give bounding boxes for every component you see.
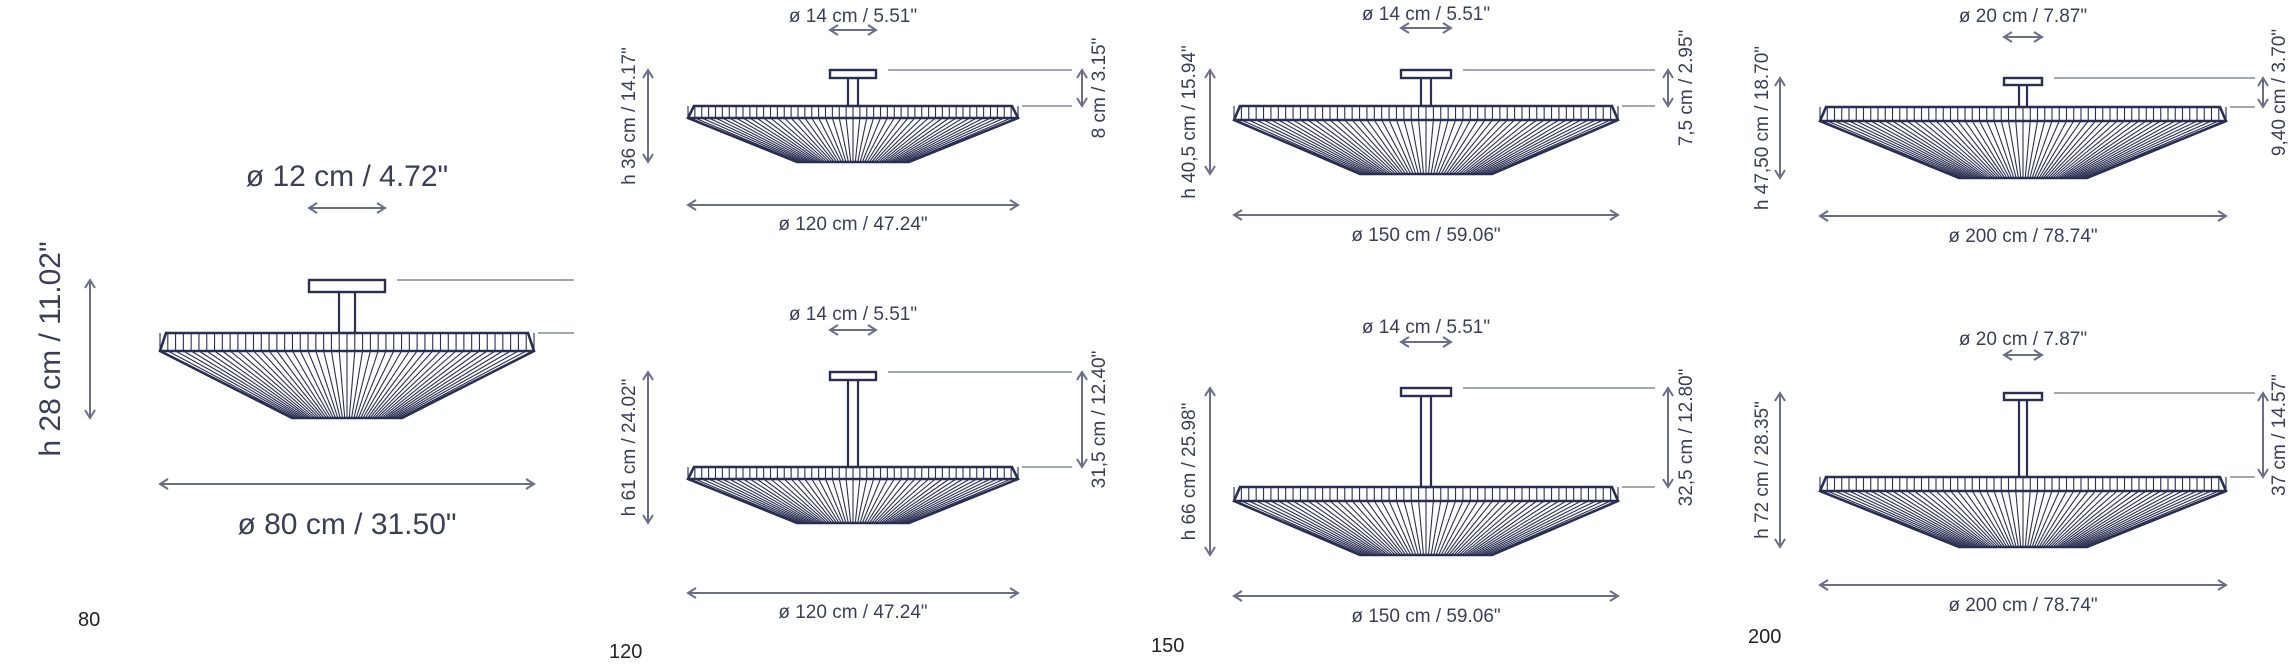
canopy-diameter-label: ø 12 cm / 4.72": [246, 160, 448, 193]
shade-diameter-label: ø 150 cm / 59.06": [1351, 225, 1500, 246]
drop-label: 37 cm / 14.57": [2269, 374, 2290, 496]
shade-ribs: [1233, 487, 1619, 556]
shade-diameter-label: ø 120 cm / 47.24": [778, 214, 927, 235]
drop-label: 7,5 cm / 2.95": [1676, 30, 1697, 147]
shade-diameter-arrow: [158, 478, 536, 490]
shade-diameter-arrow: [1818, 579, 2228, 591]
lamp-drawing-4: ø 14 cm / 5.51" ø 150 cm / 59.06" h 66 cm …: [1179, 317, 1697, 627]
shade-ribs: [687, 467, 1019, 524]
canopy-diameter-arrow: [2002, 349, 2044, 361]
shade-diameter-label: ø 120 cm / 47.24": [778, 602, 927, 623]
height-label: h 28 cm / 11.02": [34, 241, 67, 456]
lamp-stem: [2017, 83, 2029, 109]
lamp-drawing-6: ø 20 cm / 7.87" ø 200 cm / 78.74" h 72 cm …: [1752, 329, 2290, 616]
canopy-diameter-label: ø 14 cm / 5.51": [789, 6, 917, 27]
model-label-150: 150: [1151, 635, 1184, 657]
canopy-diameter-label: ø 20 cm / 7.87": [1959, 329, 2087, 350]
shade-diameter-arrow: [686, 587, 1020, 599]
lamp-stem: [846, 76, 860, 108]
ceiling-canopy: [2002, 76, 2044, 87]
canopy-diameter-arrow: [1399, 336, 1453, 348]
height-label: h 61 cm / 24.02": [619, 379, 640, 517]
lamp-drawing-0: ø 12 cm / 4.72" ø 80 cm / 31.50" h 28 cm /…: [34, 160, 574, 541]
height-label: h 36 cm / 14.17": [619, 47, 640, 185]
canopy-diameter-label: ø 14 cm / 5.51": [1362, 4, 1490, 25]
model-label-120: 120: [609, 641, 642, 663]
lamp-drawing-1: ø 14 cm / 5.51" ø 120 cm / 47.24" h 36 cm …: [619, 6, 1110, 235]
shade-ribs: [1819, 107, 2227, 179]
canopy-diameter-arrow: [2002, 31, 2044, 43]
drop-arrow: [1076, 370, 1088, 469]
height-arrow: [1204, 68, 1216, 176]
ceiling-canopy: [1399, 68, 1453, 80]
height-arrow: [1204, 386, 1216, 557]
drop-arrow: [1662, 386, 1674, 489]
ceiling-canopy: [828, 68, 878, 80]
shade-ribs: [1233, 106, 1619, 175]
height-label: h 72 cm / 28.35": [1752, 401, 1773, 539]
drop-arrow: [2257, 76, 2269, 109]
height-arrow: [1774, 76, 1786, 180]
lamp-stem: [1419, 76, 1433, 108]
ceiling-canopy: [828, 370, 878, 382]
shade-diameter-arrow: [1232, 590, 1620, 602]
canopy-diameter-label: ø 14 cm / 5.51": [789, 304, 917, 325]
shade-diameter-label: ø 80 cm / 31.50": [237, 508, 456, 541]
height-label: h 66 cm / 25.98": [1179, 403, 1200, 541]
model-label-200: 200: [1748, 626, 1781, 648]
ceiling-canopy: [1399, 386, 1453, 398]
height-arrow: [642, 370, 654, 525]
drop-arrow: [1662, 68, 1674, 108]
canopy-diameter-arrow: [1399, 22, 1453, 34]
height-arrow: [642, 68, 654, 164]
ceiling-canopy: [2002, 391, 2044, 402]
canopy-diameter-label: ø 14 cm / 5.51": [1362, 317, 1490, 338]
shade-ribs: [1819, 477, 2227, 548]
shade-ribs: [159, 333, 535, 419]
drop-label: 8 cm / 3.15": [1089, 38, 1110, 139]
lamp-stem: [1419, 394, 1433, 489]
canopy-diameter-label: ø 20 cm / 7.87": [1959, 6, 2087, 27]
drop-label: 31,5 cm / 12.40": [1089, 351, 1110, 489]
model-label-80: 80: [78, 609, 100, 631]
height-arrow: [84, 278, 96, 420]
height-label: h 40,5 cm / 15.94": [1179, 45, 1200, 199]
shade-diameter-label: ø 200 cm / 78.74": [1948, 595, 2097, 616]
lamp-stem: [846, 378, 860, 469]
lamp-stem: [337, 290, 357, 335]
shade-diameter-label: ø 200 cm / 78.74": [1948, 226, 2097, 247]
shade-ribs: [687, 106, 1019, 163]
lamp-drawing-3: ø 14 cm / 5.51" ø 150 cm / 59.06" h 40,5 c…: [1179, 4, 1697, 246]
drop-label: 32,5 cm / 12.80": [1676, 369, 1697, 507]
shade-diameter-arrow: [1818, 210, 2228, 222]
shade-diameter-label: ø 150 cm / 59.06": [1351, 606, 1500, 627]
height-arrow: [1774, 391, 1786, 549]
drop-arrow: [2257, 391, 2269, 479]
height-label: h 47,50 cm / 18.70": [1752, 46, 1773, 210]
drop-label: 9,40 cm / 3.70": [2269, 29, 2290, 156]
drop-arrow: [1076, 68, 1088, 108]
canopy-diameter-arrow: [828, 324, 878, 336]
shade-diameter-arrow: [686, 199, 1020, 211]
lamp-drawing-2: ø 14 cm / 5.51" ø 120 cm / 47.24" h 61 cm …: [619, 304, 1110, 623]
lamp-drawing-5: ø 20 cm / 7.87" ø 200 cm / 78.74" h 47,50 …: [1752, 6, 2290, 247]
ceiling-canopy: [307, 278, 387, 294]
shade-diameter-arrow: [1232, 209, 1620, 221]
canopy-diameter-arrow: [307, 202, 387, 214]
lamp-stem: [2017, 398, 2029, 479]
canopy-diameter-arrow: [828, 24, 878, 36]
